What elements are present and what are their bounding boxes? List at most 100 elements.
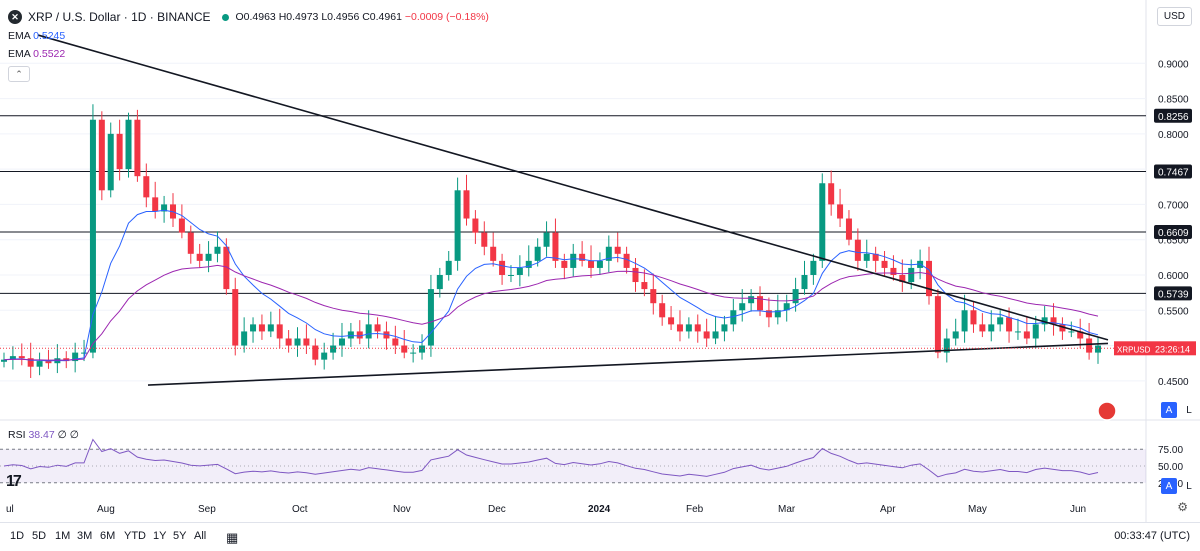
candle-body (845, 218, 852, 240)
rsi-log-scale-button[interactable]: L (1186, 480, 1192, 492)
y-tick-label: 0.4500 (1158, 377, 1189, 388)
collapse-legend-button[interactable]: ⌃ (8, 66, 30, 82)
candle-body (89, 119, 96, 353)
candle-body (392, 338, 399, 346)
market-status-dot-icon (222, 13, 230, 21)
timeframe-6m[interactable]: 6M (100, 530, 116, 542)
level-tag (1154, 164, 1192, 179)
candle-body (854, 239, 861, 261)
candle-body (161, 204, 168, 212)
candle-body (810, 260, 817, 275)
close-value: C0.4961 (362, 11, 402, 23)
candle-body (605, 246, 612, 261)
candle-body (659, 303, 666, 318)
level-tag-label: 0.6609 (1158, 228, 1189, 239)
candle-body (739, 303, 746, 311)
candle-body (694, 324, 701, 332)
candle-body (801, 274, 808, 290)
candle-body (214, 246, 221, 254)
rsi-auto-scale-button[interactable]: A (1161, 478, 1177, 494)
date-range-icon[interactable]: ▦ (226, 530, 239, 545)
timeframe-1y[interactable]: 1Y (153, 530, 167, 542)
candle-body (650, 289, 657, 304)
currency-button[interactable]: USD (1156, 7, 1192, 26)
candle-body (908, 267, 915, 283)
candle-body (979, 324, 986, 332)
candle-body (899, 274, 906, 283)
candle-body (18, 356, 25, 359)
candle-body (1006, 317, 1013, 332)
y-tick-label: 0.9000 (1158, 59, 1189, 70)
candle-body (588, 260, 595, 268)
candle-body (774, 310, 781, 318)
y-tick-label: 0.6000 (1158, 271, 1189, 282)
symbol-title[interactable]: XRP / U.S. Dollar · 1D · BINANCE (28, 10, 211, 24)
level-tag-label: 0.5739 (1158, 289, 1189, 300)
candle-body (454, 190, 461, 261)
auto-scale-button[interactable]: A (1161, 402, 1177, 418)
y-tick-label: 0.7000 (1158, 200, 1189, 211)
candle-body (632, 267, 639, 283)
y-tick-label: 0.8000 (1158, 130, 1189, 141)
candle-body (934, 296, 941, 353)
candle-body (285, 338, 292, 346)
candle-body (241, 331, 248, 346)
candle-body (223, 246, 230, 290)
candle-body (676, 324, 683, 332)
rsi-legend[interactable]: RSI 38.47 ∅ ∅ (8, 429, 79, 441)
ema-slow-line (3, 264, 1099, 361)
log-scale-button[interactable]: L (1186, 404, 1192, 416)
timeframe-1m[interactable]: 1M (55, 530, 71, 542)
x-axis-label: Sep (198, 504, 216, 515)
timeframe-1d[interactable]: 1D (10, 530, 25, 542)
bottom-toolbar: 1D 5D 1M 3M 6M YTD 1Y 5Y All ▦ 00:33:47 (UTC) (0, 522, 1200, 551)
candle-body (196, 253, 203, 261)
scale-buttons-rsi: A L (1161, 478, 1197, 494)
timeframe-all[interactable]: All (194, 530, 207, 542)
chart-header: ✕ XRP / U.S. Dollar · 1D · BINANCE O0.49… (8, 8, 489, 26)
candle-body (534, 246, 541, 261)
candle-body (516, 267, 523, 275)
candle-body (134, 119, 141, 177)
utc-clock[interactable]: 00:33:47 (UTC) (1114, 530, 1190, 542)
candle-body (570, 253, 577, 268)
settings-gear-icon[interactable]: ⚙ (1177, 500, 1188, 514)
candle-body (45, 361, 52, 364)
ema-fast-legend[interactable]: EMA 0.5245 (8, 30, 65, 42)
candle-body (1041, 317, 1048, 325)
candle-body (561, 260, 568, 268)
candle-body (552, 232, 559, 261)
x-axis-label: Mar (778, 504, 796, 515)
x-axis-label: Apr (880, 504, 896, 515)
timeframe-5y[interactable]: 5Y (173, 530, 187, 542)
candle-body (116, 133, 123, 170)
timeframe-5d[interactable]: 5D (32, 530, 47, 542)
candle-body (463, 190, 470, 219)
candle-body (36, 361, 43, 367)
candle-body (356, 331, 363, 339)
x-axis-label: Feb (686, 504, 704, 515)
x-axis-label: ul (6, 504, 14, 515)
y-tick-label: 0.5500 (1158, 306, 1189, 317)
timeframe-ytd[interactable]: YTD (124, 530, 146, 542)
timeframe-3m[interactable]: 3M (77, 530, 93, 542)
candle-body (507, 274, 514, 276)
candle-body (881, 260, 888, 268)
candle-body (205, 253, 212, 261)
ema-fast-line (3, 209, 1099, 362)
level-tag-label: 0.8256 (1158, 112, 1189, 123)
us-flag-icon (1097, 401, 1117, 421)
countdown-tag-label: 23:26:14 (1155, 344, 1190, 354)
candle-body (303, 338, 310, 346)
candle-body (436, 274, 443, 290)
candle-body (427, 289, 434, 346)
candle-body (1050, 317, 1057, 325)
candle-body (330, 345, 337, 353)
ohlc-values: O0.4963 H0.4973 L0.4956 C0.4961 −0.0009 … (235, 11, 488, 23)
candle-body (890, 267, 897, 275)
candle-body (383, 331, 390, 339)
x-axis-label: Oct (292, 504, 308, 515)
descending-trendline (37, 34, 1109, 341)
ema-slow-legend[interactable]: EMA 0.5522 (8, 48, 65, 60)
